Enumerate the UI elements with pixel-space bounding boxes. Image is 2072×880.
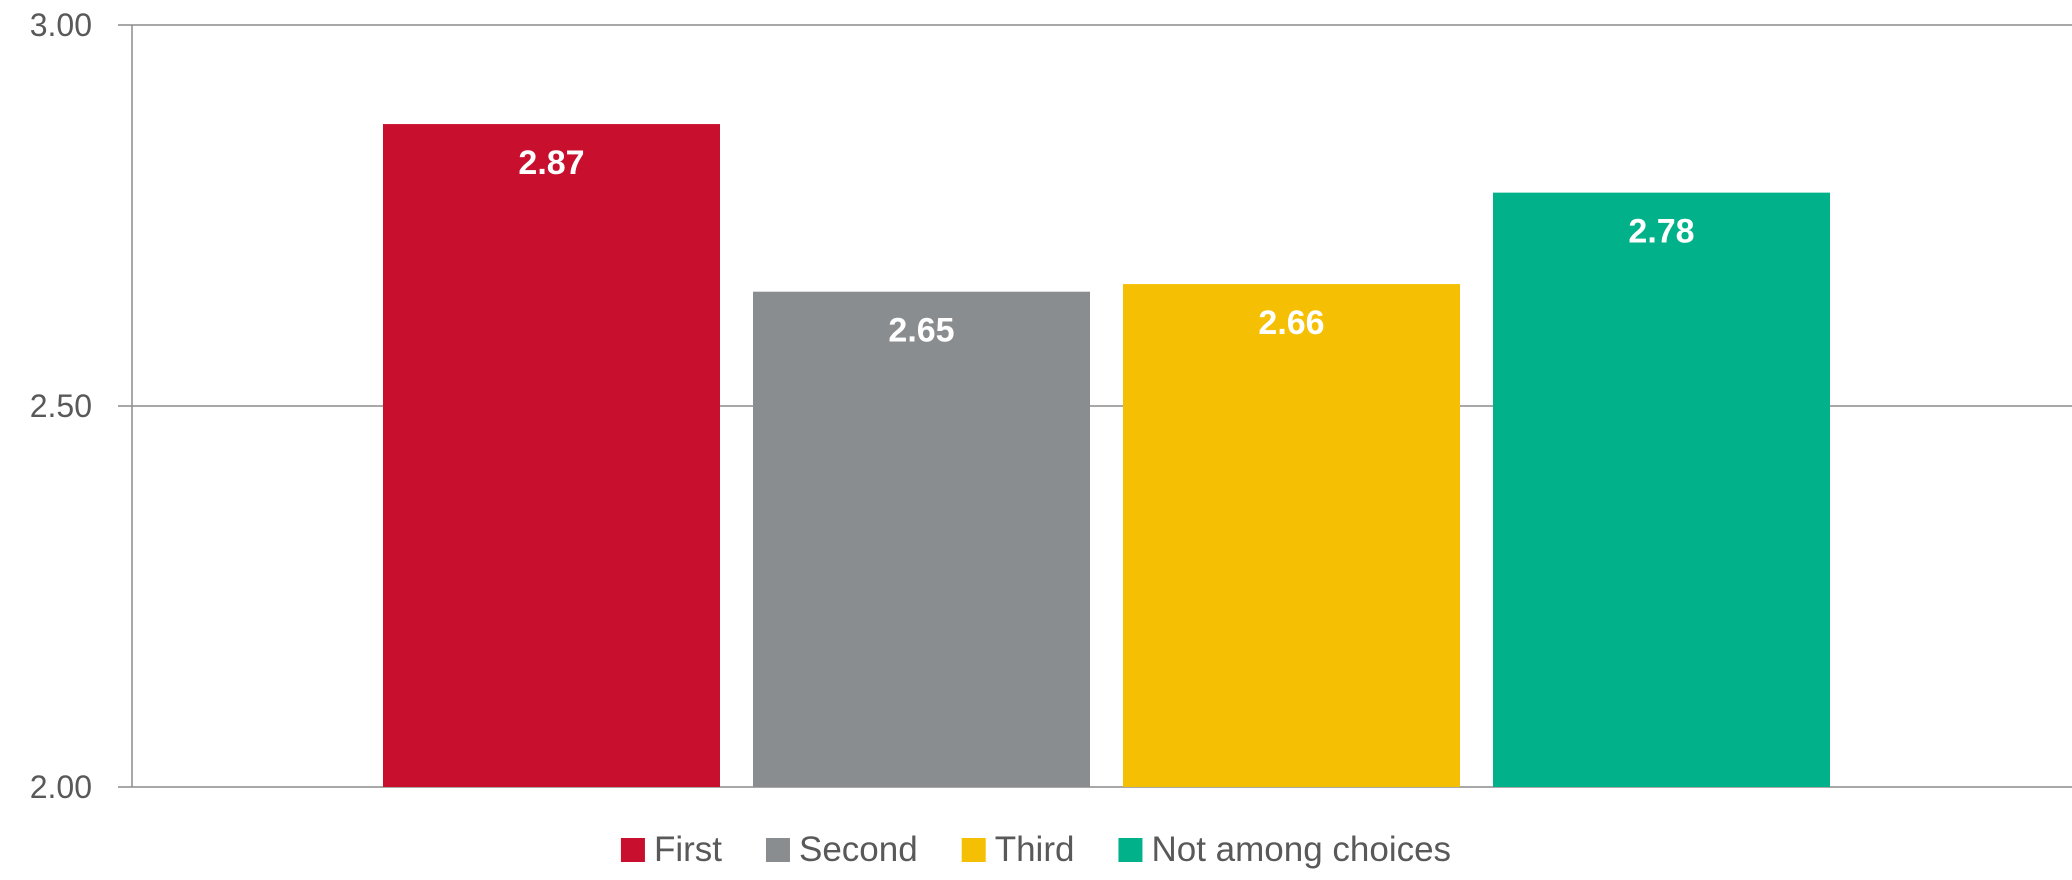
legend-label: Not among choices: [1151, 830, 1451, 869]
y-tick-label: 2.50: [30, 388, 92, 424]
bar-data-label: 2.87: [518, 144, 584, 182]
legend-label: Third: [995, 830, 1075, 869]
y-axis: 2.00 2.50 3.00: [30, 7, 133, 805]
legend-swatch: [620, 838, 645, 862]
bar-data-label: 2.66: [1258, 304, 1324, 342]
legend-label: First: [654, 830, 722, 869]
legend-item-not-among-choices: Not among choices: [1118, 830, 1451, 869]
bar-first: [383, 124, 720, 787]
bar-not-among-choices: [1493, 192, 1830, 787]
legend-item-first: First: [620, 830, 722, 869]
bars: [383, 124, 1830, 787]
bar-data-label: 2.65: [888, 312, 954, 350]
legend-item-third: Third: [961, 830, 1075, 869]
legend-label: Second: [799, 830, 918, 869]
legend: First Second Third Not among choices: [620, 830, 1451, 869]
y-tick-label: 2.00: [30, 769, 92, 805]
legend-swatch: [1118, 838, 1143, 862]
bar-third: [1123, 284, 1460, 787]
y-tick-label: 3.00: [30, 7, 92, 43]
bar-data-labels: 2.87 2.65 2.66 2.78: [518, 144, 1694, 350]
legend-swatch: [961, 838, 986, 862]
legend-swatch: [765, 838, 790, 862]
bar-data-label: 2.78: [1628, 213, 1694, 251]
legend-item-second: Second: [765, 830, 918, 869]
bar-second: [753, 291, 1090, 787]
